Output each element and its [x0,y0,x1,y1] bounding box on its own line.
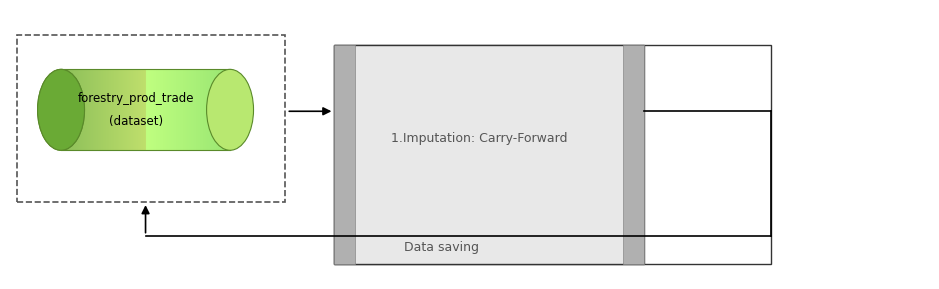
Bar [623,45,644,264]
Text: Data saving: Data saving [404,241,479,253]
Bar [334,45,355,264]
Text: 1.Imputation: Carry-Forward: 1.Imputation: Carry-Forward [391,132,567,145]
Ellipse shape [38,69,85,150]
Bar [334,45,644,264]
Ellipse shape [207,69,254,150]
Bar [334,45,771,264]
Text: forestry_prod_trade: forestry_prod_trade [78,92,194,105]
Ellipse shape [38,69,85,150]
Bar [61,69,230,150]
Bar [17,35,285,202]
Text: (dataset): (dataset) [109,115,163,128]
